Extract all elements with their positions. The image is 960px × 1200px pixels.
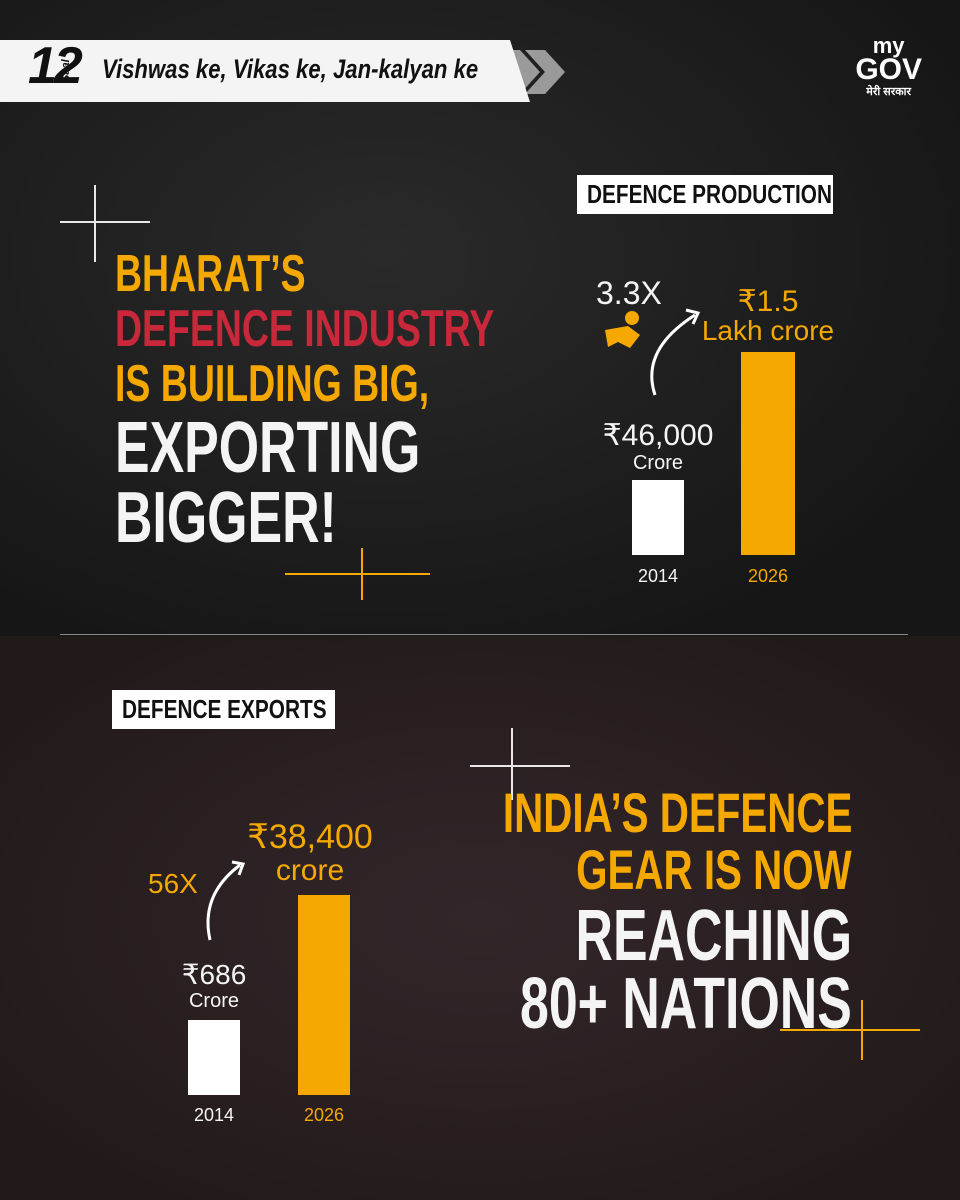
bar-unit: Crore xyxy=(188,990,239,1012)
divider xyxy=(60,634,908,635)
bar-unit: Crore xyxy=(632,452,683,474)
top-background xyxy=(0,0,960,636)
bar-unit: crore xyxy=(275,854,345,887)
section-label: DEFENCE PRODUCTION xyxy=(577,175,833,214)
bar-value: ₹46,000 xyxy=(602,419,714,452)
bar-unit: Lakh crore xyxy=(701,315,835,346)
headline: REACHING xyxy=(575,896,852,976)
bar xyxy=(188,1020,240,1095)
bar-year: 2014 xyxy=(193,1105,235,1125)
multiplier: 56X xyxy=(148,868,198,899)
label-text: DEFENCE PRODUCTION xyxy=(587,179,832,209)
bar-value: ₹1.5 xyxy=(737,285,799,318)
label-text: DEFENCE EXPORTS xyxy=(122,694,327,724)
bar xyxy=(298,895,350,1095)
headline: 80+ NATIONS xyxy=(520,964,852,1044)
headline: INDIA’S DEFENCE xyxy=(502,781,852,844)
bar xyxy=(632,480,684,555)
tagline: Vishwas ke, Vikas ke, Jan-kalyan ke xyxy=(102,54,479,84)
logo-sub: मेरी सरकार xyxy=(866,86,912,98)
headline: DEFENCE INDUSTRY xyxy=(115,300,495,358)
headline: EXPORTING xyxy=(115,408,421,488)
multiplier: 3.3X xyxy=(596,275,662,311)
badge-small: Saal xyxy=(60,59,72,82)
logo-top: my xyxy=(872,33,905,58)
bottom-background xyxy=(0,636,960,1200)
bar-value: ₹686 xyxy=(181,959,247,990)
section-label: DEFENCE EXPORTS xyxy=(112,690,335,729)
bar-year: 2026 xyxy=(303,1105,345,1125)
headline: IS BUILDING BIG, xyxy=(115,355,430,413)
logo-main: GOV xyxy=(855,53,922,86)
headline: BIGGER! xyxy=(115,478,337,558)
bar xyxy=(741,352,795,555)
header-banner xyxy=(0,40,530,102)
headline: GEAR IS NOW xyxy=(576,838,852,901)
badge-number: 12 xyxy=(28,37,83,95)
headline: BHARAT’S xyxy=(115,245,306,303)
bar-year: 2014 xyxy=(637,566,679,586)
bar-value: ₹38,400 xyxy=(247,818,373,856)
bar-year: 2026 xyxy=(747,566,789,586)
logo: my GOV मेरी सरकार xyxy=(855,33,922,99)
